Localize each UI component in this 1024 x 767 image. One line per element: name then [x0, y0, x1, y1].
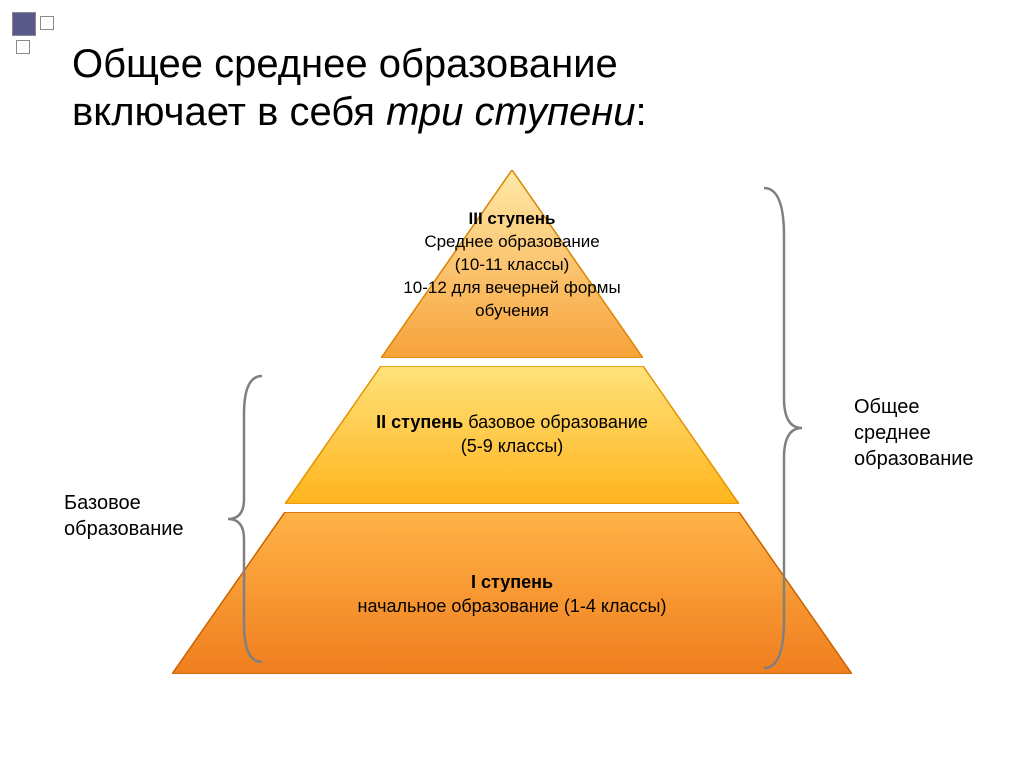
pyramid-middle-text: II ступень базовое образование (5-9 клас… — [285, 410, 739, 459]
left-label-l1: Базовое — [64, 492, 141, 514]
title-line1: Общее среднее образование — [72, 42, 618, 86]
top-l5: обучения — [475, 301, 549, 320]
right-bracket-label: Общее среднее образование — [854, 394, 974, 472]
right-bracket — [760, 186, 804, 670]
right-bracket-icon — [760, 186, 804, 670]
title-colon: : — [636, 90, 647, 134]
left-bracket-icon — [226, 374, 266, 664]
right-label-l1: Общее — [854, 396, 920, 418]
bot-l2: начальное образование (1-4 классы) — [358, 596, 667, 616]
mid-l2: (5-9 классы) — [461, 436, 564, 456]
right-label-l2: среднее — [854, 422, 931, 444]
pyramid-middle: II ступень базовое образование (5-9 клас… — [285, 366, 739, 504]
pyramid-bottom-text: I ступень начальное образование (1-4 кла… — [172, 570, 852, 619]
left-label-l2: образование — [64, 518, 184, 540]
logo-square-light-1 — [40, 16, 54, 30]
mid-rest: базовое образование — [468, 412, 648, 432]
bot-heading: I ступень — [471, 572, 553, 592]
left-bracket — [226, 374, 266, 664]
pyramid-diagram: III ступень Среднее образование (10-11 к… — [0, 170, 1024, 750]
pyramid-bottom: I ступень начальное образование (1-4 кла… — [172, 512, 852, 674]
slide-title: Общее среднее образование включает в себ… — [72, 40, 647, 136]
top-heading: III ступень — [469, 209, 556, 228]
top-l4: 10-12 для вечерней формы — [403, 278, 620, 297]
logo-square-light-2 — [16, 40, 30, 54]
left-bracket-label: Базовое образование — [64, 490, 184, 542]
logo-square-dark — [12, 12, 36, 36]
title-line2-plain: включает в себя — [72, 90, 386, 134]
top-l3: (10-11 классы) — [455, 255, 569, 274]
pyramid-top: III ступень Среднее образование (10-11 к… — [381, 170, 643, 358]
mid-heading: II ступень — [376, 412, 468, 432]
pyramid-top-text: III ступень Среднее образование (10-11 к… — [381, 208, 643, 323]
title-line2-italic: три ступени — [386, 90, 635, 134]
right-label-l3: образование — [854, 448, 974, 470]
top-l2: Среднее образование — [424, 232, 599, 251]
